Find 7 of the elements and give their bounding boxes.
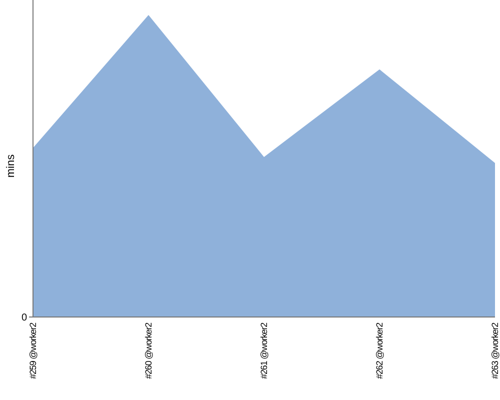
x-tick-label: #260 @worker2 (144, 322, 154, 379)
x-tick-label: #261 @worker2 (259, 322, 269, 379)
x-tick-label: #259 @worker2 (28, 322, 38, 379)
text: 0 (21, 312, 28, 324)
x-tick-label: #262 @worker2 (374, 322, 384, 379)
y-axis-title: mins (5, 154, 17, 178)
x-tick-label: #263 @worker2 (490, 322, 500, 379)
